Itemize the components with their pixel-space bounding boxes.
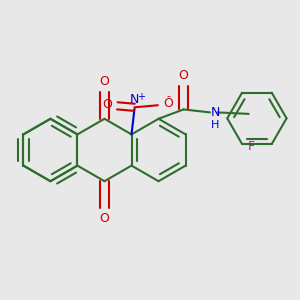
Text: -: - xyxy=(166,91,170,101)
Text: O: O xyxy=(102,98,112,111)
Text: N: N xyxy=(130,93,139,106)
Text: +: + xyxy=(137,92,145,102)
Text: O: O xyxy=(100,212,110,225)
Text: O: O xyxy=(100,75,110,88)
Text: O: O xyxy=(178,70,188,83)
Text: F: F xyxy=(248,140,255,154)
Text: O: O xyxy=(163,97,173,110)
Text: H: H xyxy=(211,120,220,130)
Text: N: N xyxy=(211,106,220,119)
